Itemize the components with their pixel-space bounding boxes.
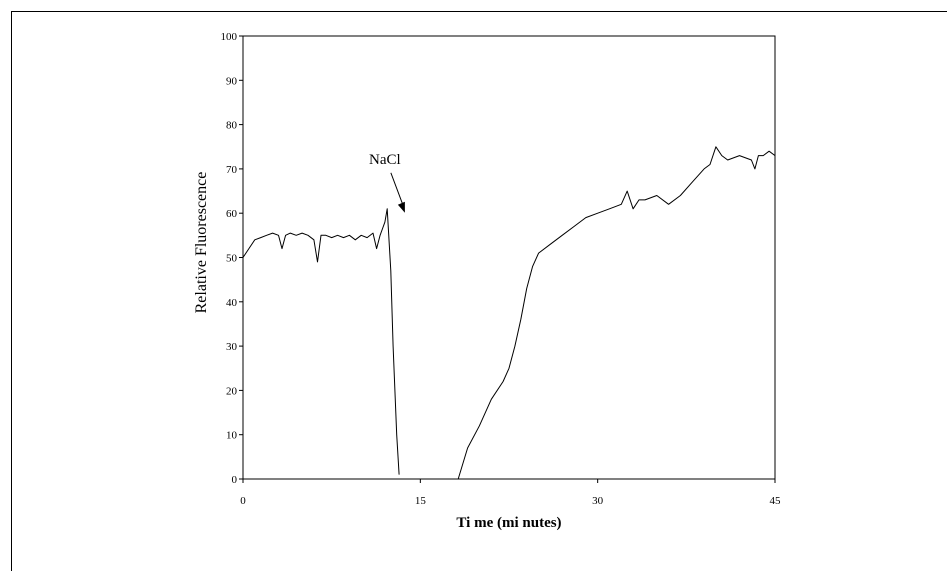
figure-frame (11, 11, 947, 571)
x-axis-ticks: 0 15 30 45 (240, 479, 781, 507)
y-axis-title: Relative Fluorescence (193, 172, 210, 314)
y-tick-label: 30 (226, 341, 238, 353)
y-tick-label: 50 (226, 253, 238, 265)
y-tick-label: 40 (226, 297, 238, 309)
y-axis-ticks: 0 10 20 30 40 50 60 70 80 90 100 (221, 31, 243, 486)
x-tick-label: 45 (770, 495, 782, 507)
series-line (457, 146, 776, 480)
y-tick-label: 60 (226, 208, 238, 220)
y-tick-label: 10 (226, 430, 238, 442)
series-line (242, 208, 400, 475)
series-layer (242, 146, 776, 480)
y-tick-label: 90 (226, 75, 238, 87)
x-axis-title: Ti me (mi nutes) (456, 515, 561, 531)
y-tick-label: 80 (226, 120, 238, 132)
annotation-arrowhead (397, 201, 405, 213)
y-tick-label: 100 (221, 31, 238, 43)
x-tick-label: 15 (415, 495, 427, 507)
y-tick-label: 70 (226, 164, 238, 176)
y-tick-label: 20 (226, 385, 238, 397)
x-tick-label: 0 (240, 495, 246, 507)
x-tick-label: 30 (592, 495, 604, 507)
annotation-arrow (390, 172, 404, 205)
annotation-layer: NaCl (369, 152, 405, 213)
plot-area-border (242, 35, 776, 480)
y-tick-label: 0 (232, 474, 238, 486)
annotation-label: NaCl (369, 152, 401, 168)
